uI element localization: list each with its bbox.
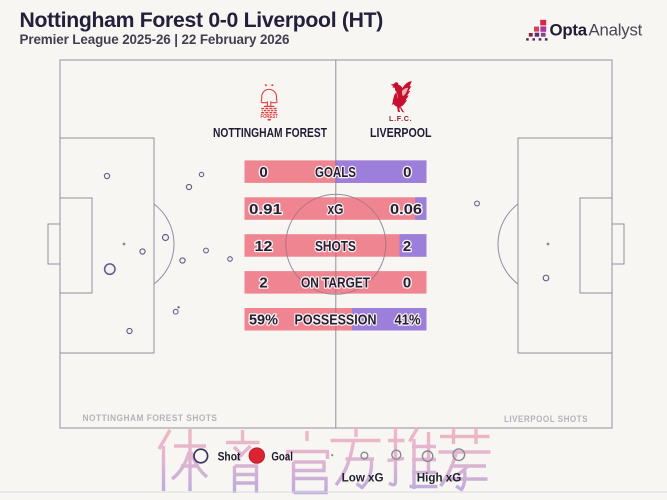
svg-text:ON TARGET: ON TARGET — [301, 275, 370, 292]
svg-text:Nottingham Forest 0-0 Liverpoo: Nottingham Forest 0-0 Liverpool (HT) — [20, 9, 384, 32]
svg-text:L.F.C.: L.F.C. — [389, 114, 412, 123]
svg-text:0: 0 — [403, 164, 411, 181]
svg-text:Opta: Opta — [550, 21, 588, 40]
svg-text:NOTTINGHAM FOREST SHOTS: NOTTINGHAM FOREST SHOTS — [83, 413, 218, 424]
svg-text:GOALS: GOALS — [315, 164, 356, 181]
svg-text:0.91: 0.91 — [249, 201, 282, 218]
svg-text:2: 2 — [259, 275, 267, 292]
svg-text:Shot: Shot — [218, 449, 241, 463]
svg-text:41%: 41% — [395, 312, 421, 329]
svg-text:2: 2 — [403, 238, 411, 255]
svg-text:12: 12 — [255, 238, 273, 255]
svg-text:FOREST: FOREST — [260, 114, 278, 120]
svg-text:High xG: High xG — [417, 471, 461, 484]
svg-text:0: 0 — [403, 275, 411, 292]
svg-text:LIVERPOOL: LIVERPOOL — [370, 125, 432, 140]
svg-text:59%: 59% — [249, 312, 278, 329]
svg-text:POSSESSION: POSSESSION — [295, 312, 377, 329]
svg-text:xG: xG — [328, 201, 344, 218]
svg-text:NOTTINGHAM FOREST: NOTTINGHAM FOREST — [213, 125, 327, 140]
svg-text:LIVERPOOL SHOTS: LIVERPOOL SHOTS — [504, 414, 588, 425]
svg-text:Analyst: Analyst — [589, 21, 643, 40]
svg-text:Goal: Goal — [271, 449, 293, 463]
svg-text:SHOTS: SHOTS — [315, 238, 356, 255]
svg-text:Low xG: Low xG — [342, 471, 384, 484]
svg-text:0: 0 — [259, 164, 267, 181]
svg-text:Premier League 2025-26 | 22 Fe: Premier League 2025-26 | 22 February 202… — [20, 32, 290, 47]
svg-text:0.06: 0.06 — [390, 201, 422, 218]
